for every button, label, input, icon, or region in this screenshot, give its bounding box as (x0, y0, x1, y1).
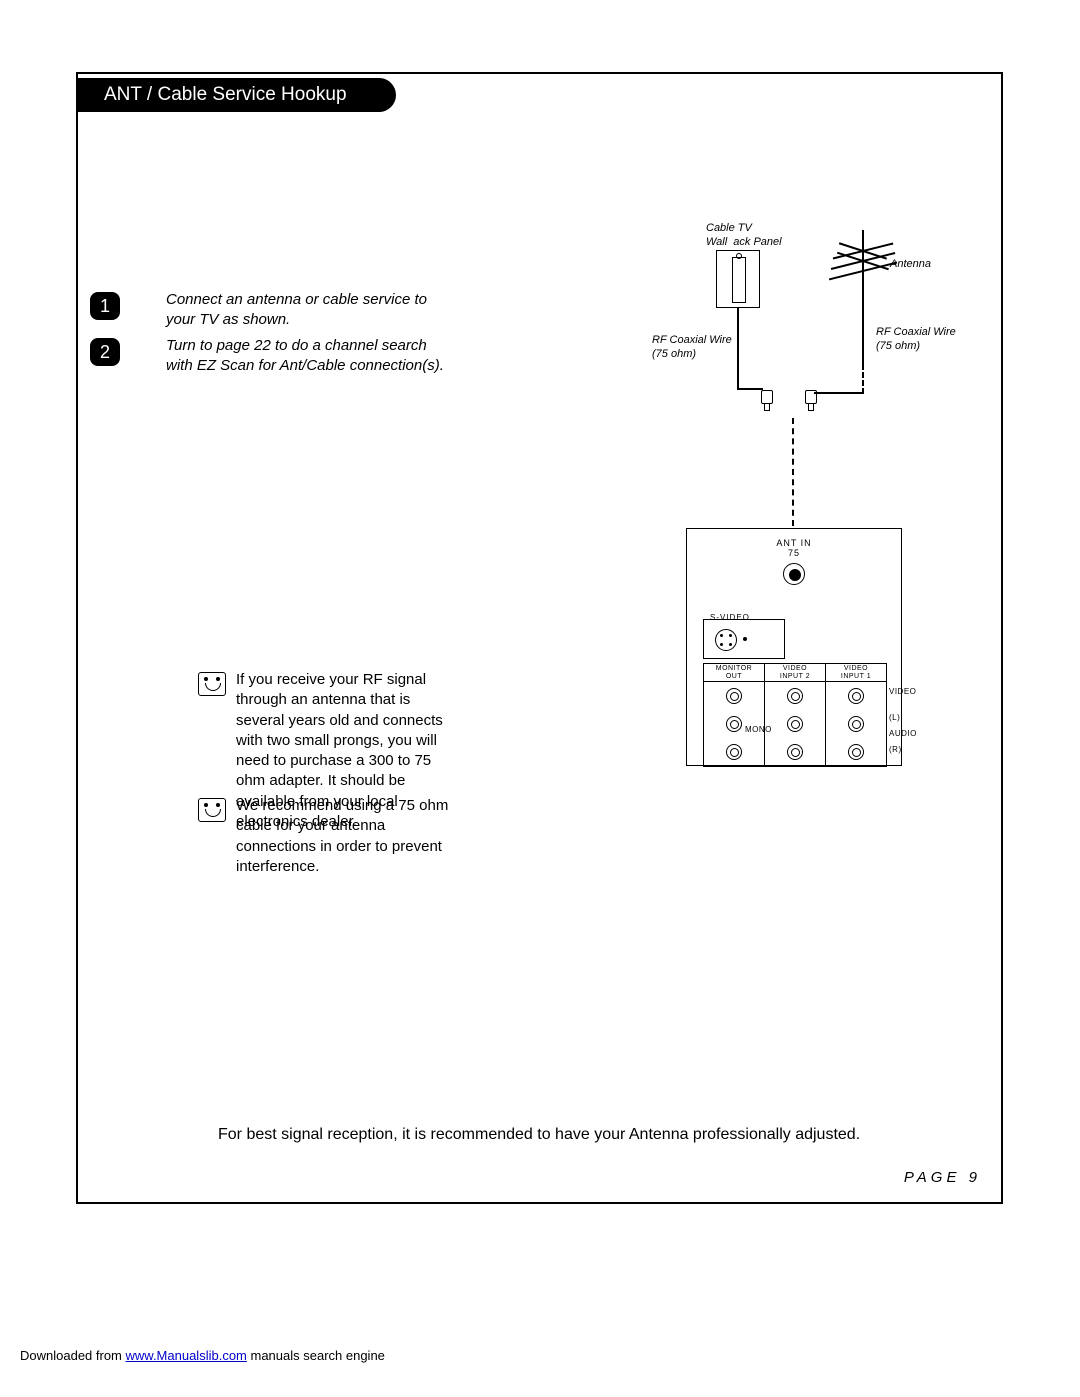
step-text-2: Turn to page 22 to do a channel search w… (166, 336, 446, 377)
side-video-label: VIDEO (889, 687, 916, 696)
rca-jack-icon (726, 716, 742, 732)
cable-tv-label: Cable TV Wall ack Panel (706, 222, 782, 250)
coax-wire-dashed (792, 418, 794, 526)
ant-in-label: ANT IN 75 (776, 539, 811, 559)
side-audio-label: AUDIO (889, 729, 917, 738)
download-footer: Downloaded from www.Manualslib.com manua… (20, 1348, 385, 1363)
step-num-2: 2 (100, 342, 110, 363)
coax-wire (814, 392, 864, 394)
io-header: VIDEO INPUT 1 (826, 664, 886, 681)
hookup-diagram: Cable TV Wall ack Panel Antenna RF Coaxi… (578, 222, 988, 782)
tv-back-panel: ANT IN 75 S-VIDEO MONITOR OUT VIDEO INPU… (686, 528, 902, 766)
heading-text: ANT / Cable Service Hookup (104, 84, 347, 106)
step-num-1: 1 (100, 296, 110, 317)
side-r-label: (R) (889, 745, 902, 754)
download-link[interactable]: www.Manualslib.com (126, 1348, 247, 1363)
io-header: MONITOR OUT (704, 664, 765, 681)
svideo-port-icon (715, 629, 737, 651)
io-headers: MONITOR OUT VIDEO INPUT 2 VIDEO INPUT 1 (704, 664, 886, 682)
rca-jack-icon (787, 688, 803, 704)
page-frame: ANT / Cable Service Hookup 1 Connect an … (76, 72, 1003, 1204)
coax-wire (862, 308, 864, 364)
download-suffix: manuals search engine (247, 1348, 385, 1363)
coax-plug-icon (804, 390, 818, 414)
rca-jack-icon (848, 744, 864, 760)
side-l-label: (L) (889, 713, 900, 722)
side-mono-label: MONO (745, 725, 772, 734)
page-number: PAGE 9 (904, 1169, 981, 1186)
svideo-dot (743, 637, 747, 641)
rca-jack-icon (848, 688, 864, 704)
ant-in-port-icon (783, 563, 805, 585)
io-header: VIDEO INPUT 2 (765, 664, 826, 681)
section-heading: ANT / Cable Service Hookup (76, 78, 396, 112)
tip-icon (198, 798, 226, 822)
rca-jack-icon (848, 716, 864, 732)
antenna-label: Antenna (890, 258, 931, 272)
bottom-note: For best signal reception, it is recomme… (218, 1126, 860, 1144)
io-row (704, 682, 886, 710)
rf-label-right: RF Coaxial Wire (75 ohm) (876, 326, 956, 354)
coax-plug-icon (760, 390, 774, 414)
io-grid: MONITOR OUT VIDEO INPUT 2 VIDEO INPUT 1 (703, 663, 887, 767)
step-bullet-1: 1 (90, 292, 120, 320)
step-text-1: Connect an antenna or cable service to y… (166, 290, 446, 331)
tip-icon (198, 672, 226, 696)
download-prefix: Downloaded from (20, 1348, 126, 1363)
coax-wire-dashed (862, 364, 864, 394)
rca-jack-icon (726, 688, 742, 704)
rca-jack-icon (787, 744, 803, 760)
rca-jack-icon (787, 716, 803, 732)
io-row (704, 738, 886, 766)
wall-panel-icon (716, 250, 760, 308)
rf-label-left: RF Coaxial Wire (75 ohm) (652, 334, 732, 362)
coax-wire (737, 308, 739, 388)
rca-jack-icon (726, 744, 742, 760)
tip-text-2: We recommend using a 75 ohm cable for yo… (236, 796, 461, 877)
step-bullet-2: 2 (90, 338, 120, 366)
io-row (704, 710, 886, 738)
